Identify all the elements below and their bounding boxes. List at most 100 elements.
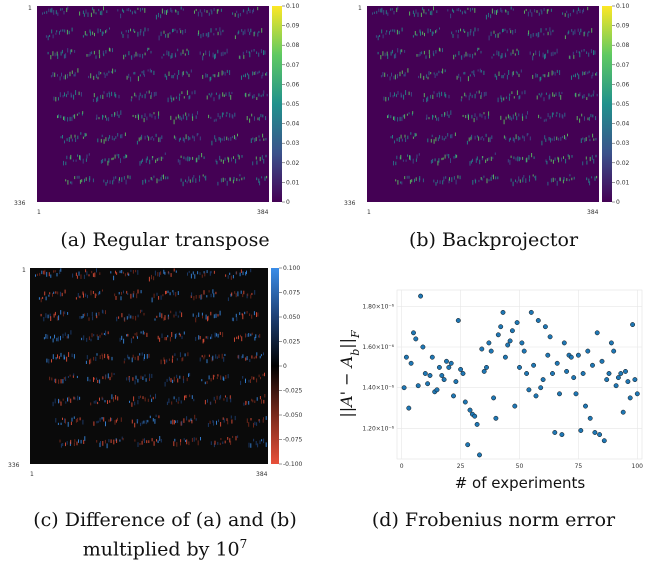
heatmap-cell — [52, 338, 54, 343]
heatmap-cell — [450, 110, 452, 115]
heatmap-cell — [479, 113, 481, 117]
heatmap-cell — [105, 310, 106, 315]
heatmap-cell — [192, 313, 194, 317]
heatmap-cell — [247, 28, 249, 32]
panel-a: 1 336 1 384 0.10 0.09 0.08 0.07 0.06 0.05 0.04… — [0, 0, 330, 260]
heatmap-cell — [140, 309, 141, 314]
heatmap-cell — [215, 92, 217, 95]
heatmap-cell — [53, 270, 55, 273]
heatmap-cell — [404, 72, 406, 77]
heatmap-cell — [209, 271, 211, 276]
heatmap-cell — [206, 359, 208, 364]
heatmap-cell — [423, 93, 425, 98]
heatmap-cell — [442, 68, 444, 74]
heatmap-cell — [137, 419, 139, 422]
heatmap-cell — [153, 70, 155, 75]
heatmap-cell — [586, 160, 588, 165]
heatmap-cell — [90, 402, 92, 406]
heatmap-cell — [227, 156, 229, 160]
heatmap-cell — [123, 271, 124, 274]
heatmap-cell — [76, 275, 78, 279]
heatmap-cell — [460, 76, 462, 82]
heatmap-cell — [79, 417, 81, 421]
heatmap-cell — [405, 90, 407, 95]
heatmap-cell — [469, 53, 471, 58]
heatmap-cell — [74, 114, 76, 119]
heatmap-cell — [199, 175, 201, 179]
heatmap-cell — [67, 376, 69, 379]
heatmap-cell — [153, 276, 155, 281]
heatmap-cell — [550, 159, 552, 162]
heatmap-cell — [62, 311, 64, 317]
heatmap-cell — [69, 116, 71, 122]
heatmap-cell — [63, 11, 65, 15]
heatmap-cell — [210, 76, 212, 81]
heatmap-cell — [89, 379, 91, 382]
heatmap-cell — [51, 29, 53, 34]
heatmap-cell — [63, 160, 64, 166]
heatmap-cell — [259, 333, 261, 338]
heatmap-cell — [552, 71, 554, 75]
heatmap-cell — [139, 92, 141, 97]
heatmap-cell — [494, 152, 496, 155]
scatter-point — [484, 364, 489, 370]
scatter-plot: 0 25 50 75 1001.20×10⁻⁶1.40×10⁻⁶1.60×10⁻⁶1.8… — [337, 289, 643, 492]
heatmap-cell — [56, 51, 58, 56]
heatmap-cell — [163, 269, 165, 274]
heatmap-cell — [402, 114, 404, 118]
heatmap-cell — [394, 92, 395, 97]
heatmap-cell — [82, 35, 84, 38]
heatmap-cell — [181, 335, 183, 340]
heatmap-cell — [232, 12, 234, 15]
heatmap-cell — [143, 357, 145, 361]
heatmap-cell — [527, 11, 529, 17]
heatmap-cell — [138, 95, 140, 101]
heatmap-cell — [137, 442, 139, 448]
heatmap-cell — [435, 182, 437, 186]
heatmap-cell — [90, 31, 91, 36]
heatmap-cell — [78, 112, 80, 115]
heatmap-cell — [88, 54, 90, 57]
heatmap-cell — [45, 296, 47, 301]
heatmap-cell — [210, 441, 212, 445]
heatmap-cell — [46, 271, 48, 277]
heatmap-cell — [223, 136, 225, 142]
heatmap-cell — [519, 137, 521, 140]
heatmap-cell — [207, 316, 208, 322]
heatmap-cell — [422, 98, 424, 102]
heatmap-cell — [172, 290, 174, 293]
heatmap-cell — [444, 69, 446, 73]
heatmap-cell — [63, 75, 65, 80]
heatmap-cell — [560, 94, 562, 100]
heatmap-cell — [259, 116, 260, 121]
heatmap-cell — [393, 116, 394, 120]
heatmap-cell — [101, 31, 103, 37]
heatmap-cell — [76, 375, 78, 379]
heatmap-cell — [534, 176, 536, 179]
heatmap-cell — [82, 10, 84, 14]
heatmap-cell — [132, 114, 134, 117]
heatmap-cell — [485, 159, 487, 163]
colorbar-tick-label: 0 — [286, 199, 290, 206]
heatmap-cell — [118, 154, 120, 159]
heatmap-cell — [208, 315, 209, 321]
heatmap-cell — [149, 394, 151, 398]
heatmap-cell — [153, 293, 155, 299]
scatter-point — [507, 338, 513, 344]
heatmap-cell — [73, 373, 75, 377]
heatmap-cell — [106, 10, 108, 13]
heatmap-cell — [61, 292, 63, 297]
heatmap-cell — [163, 30, 165, 34]
heatmap-cell — [540, 9, 542, 12]
heatmap-cell — [530, 34, 532, 39]
heatmap-cell — [258, 178, 260, 183]
heatmap-cell — [73, 442, 75, 447]
heatmap-cell — [147, 47, 148, 52]
heatmap-cell — [253, 356, 255, 360]
heatmap-cell — [64, 29, 66, 33]
heatmap-cell — [263, 50, 264, 56]
heatmap-cell — [253, 422, 254, 428]
heatmap-cell — [589, 156, 591, 162]
heatmap-cell — [394, 116, 396, 121]
heatmap-cell — [200, 294, 202, 300]
